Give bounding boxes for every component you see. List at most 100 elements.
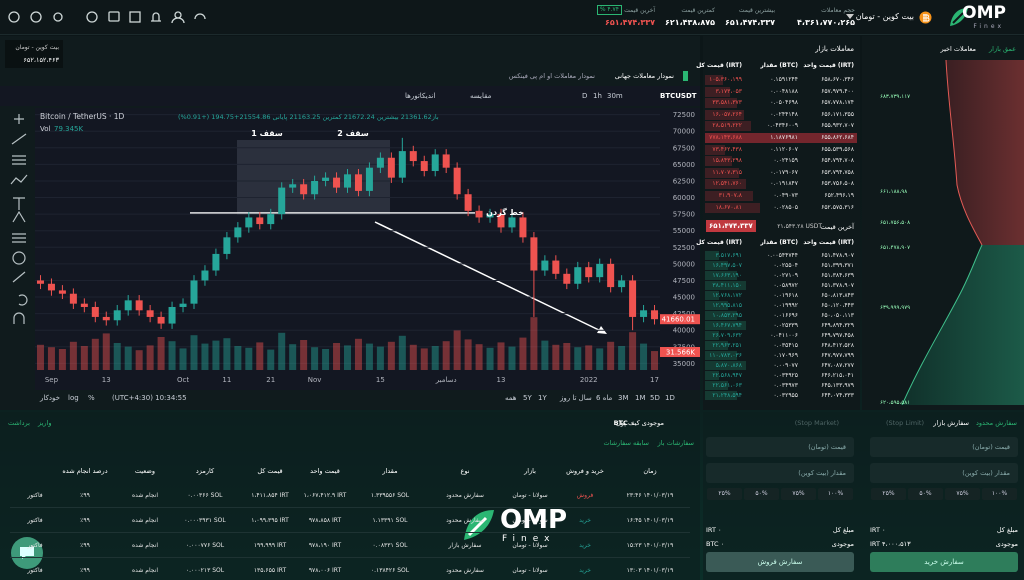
y-tick-label: 50000 <box>673 260 695 268</box>
toolbar-item[interactable]: BTCUSDT <box>660 92 697 100</box>
volume-bar <box>464 339 472 370</box>
placeholder: مقدار (بیت کوین) <box>962 469 1010 477</box>
percent-button[interactable]: ۵۰% <box>908 488 943 500</box>
range-button[interactable]: 5D <box>650 394 660 402</box>
toolbar-item[interactable]: اندیکاتورها <box>405 92 436 100</box>
withdraw-link[interactable]: برداشت <box>8 419 30 427</box>
table-cell: ۰.۰۰۰۲۱۳ SOL <box>185 567 225 574</box>
submit-button[interactable]: سفارش خرید <box>870 552 1018 572</box>
price-input[interactable]: قیمت (تومان) <box>706 437 854 457</box>
candle-body <box>453 167 461 195</box>
orderbook-cell: ۰.۰۲۸۵۰۵ <box>773 203 798 211</box>
market-name[interactable]: بیت کوین - تومان <box>855 12 914 21</box>
percent-button[interactable]: ۲۵% <box>707 488 742 500</box>
price-input[interactable]: قیمت (تومان) <box>870 437 1018 457</box>
toolbar-item[interactable]: 30m <box>607 92 623 100</box>
candle-body <box>245 217 253 228</box>
y-tick-label: 65000 <box>673 161 695 169</box>
depth-tab[interactable]: عمق بازار <box>989 45 1016 53</box>
candle-body <box>596 263 604 278</box>
percent-button[interactable]: ۵۰% <box>744 488 779 500</box>
table-cell: سفارش بازار <box>448 542 482 549</box>
candle-body <box>607 263 615 288</box>
watermark-logo-text: OMP <box>500 505 568 535</box>
table-header: بازار <box>524 467 536 475</box>
volume-bar <box>146 345 154 370</box>
volume-bar <box>256 342 264 370</box>
volume-bar <box>212 340 220 370</box>
table-cell: ٪۹۹ <box>80 567 90 574</box>
range-button[interactable]: 6 ماه <box>596 394 613 402</box>
chart-tab[interactable]: نمودار معاملات جهانی <box>615 71 688 81</box>
range-button[interactable]: 1M <box>635 394 646 402</box>
percent-button[interactable]: ۱۰۰% <box>982 488 1017 500</box>
orderbook-cell: ۱۲،۹۹۵،۸۱۵ <box>712 302 742 309</box>
trade-tab[interactable]: سفارش محدود <box>976 419 1017 427</box>
volume-bar <box>311 347 319 370</box>
orderbook-cell: ۰.۰۱۹۶۱۸ <box>773 292 798 299</box>
range-button[interactable]: 3M <box>618 394 629 402</box>
chat-button[interactable] <box>10 536 44 570</box>
x-tick-label: 21 <box>266 376 275 384</box>
candle-body <box>256 217 264 225</box>
candle-body <box>541 260 549 271</box>
volume-bar <box>563 343 571 370</box>
table-cell: ۹۷۸،۰۰۶ IRT <box>308 567 342 574</box>
amount-input[interactable]: مقدار (بیت کوین) <box>706 463 854 483</box>
range-button[interactable]: 1Y <box>538 394 547 402</box>
table-cell: سفارش محدود <box>446 492 484 499</box>
last-usdt: ۲۱،۵۴۳.۲۸ USDT <box>777 223 822 230</box>
scale-option[interactable]: % <box>88 394 95 402</box>
range-button[interactable]: 1D <box>665 394 675 402</box>
trade-tab[interactable]: (Stop Limit) <box>885 419 924 427</box>
depth-tab[interactable]: معاملات اخیر <box>940 45 976 53</box>
stat-value: ۶۵۱،۴۷۴،۳۳۷ <box>724 18 775 27</box>
percent-button[interactable]: ۷۵% <box>781 488 816 500</box>
toolbar-item[interactable]: D <box>582 92 588 100</box>
chart-tab[interactable]: نمودار معاملات او ام پی فینکس <box>508 72 595 80</box>
depth-axis-label: ۶۶۱،۱۸۸،۹۸ <box>880 189 908 195</box>
volume-bar <box>618 346 626 370</box>
deposit-link[interactable]: واریز <box>38 419 52 427</box>
orders-tab[interactable]: سفارشات باز <box>657 439 694 447</box>
range-button[interactable]: 5Y <box>523 394 532 402</box>
volume-bar <box>113 343 121 370</box>
toolbar-item[interactable]: 1h <box>593 92 602 100</box>
table-cell: ۹۷۸،۱۹۰ IRT <box>308 542 342 549</box>
depth-bar <box>705 121 751 132</box>
scale-option[interactable]: خودکار <box>40 394 60 402</box>
change-badge: % ۴.۷۴ <box>596 5 622 15</box>
wallet-title: موجودی کیف پول <box>615 419 664 427</box>
x-tick-label: 13 <box>102 376 111 384</box>
submit-button[interactable]: سفارش فروش <box>706 552 854 572</box>
y-tick-label: 45000 <box>673 294 695 302</box>
dropdown-caret[interactable] <box>846 14 854 20</box>
table-header: خرید و فروش <box>566 467 604 475</box>
toolbar-item[interactable]: مقایسه <box>470 92 492 100</box>
candle-body <box>497 214 505 228</box>
depth-bar <box>705 202 760 213</box>
orderbook-cell: ۲۶،۷۰۹،۶۳۲ <box>712 332 742 339</box>
orderbook-cell: ۷۳،۴۶۲،۴۳۸ <box>712 145 742 153</box>
scale-option[interactable]: log <box>68 394 79 402</box>
percent-button[interactable]: ۱۰۰% <box>818 488 853 500</box>
range-button[interactable]: همه <box>505 394 517 402</box>
orderbook-cell: ۶۵۱،۳۷۸،۹۰۷ <box>821 282 854 289</box>
range-button[interactable]: سال تا روز <box>560 394 592 402</box>
percent-button[interactable]: ۷۵% <box>945 488 980 500</box>
orderbook-cell: ۰.۰۰۵۴۴۷۴۴ <box>767 252 798 259</box>
percent-button[interactable]: ۲۵% <box>871 488 906 500</box>
button-label: سفارش فروش <box>757 558 803 566</box>
orderbook-cell: ۱۱۰،۷۸۳،۰۳۶ <box>709 352 742 359</box>
orders-tab[interactable]: سابقه سفارشات <box>603 439 649 447</box>
volume-bar <box>365 343 373 370</box>
trade-tab[interactable]: سفارش بازار <box>933 419 969 427</box>
amount-input[interactable]: مقدار (بیت کوین) <box>870 463 1018 483</box>
balance-value: BTC ۰ <box>706 540 725 548</box>
volume-bar <box>607 341 615 370</box>
orderbook-cell: ۶۵۲،۴۹۶،۱۹ <box>824 192 854 199</box>
orderbook-header: قیمت کل (IRT) <box>696 239 742 246</box>
balance-label: موجودی <box>831 540 854 548</box>
table-cell: ۱۹۹،۹۹۹ IRT <box>253 542 287 549</box>
trade-tab[interactable]: (Stop Market) <box>794 419 839 427</box>
